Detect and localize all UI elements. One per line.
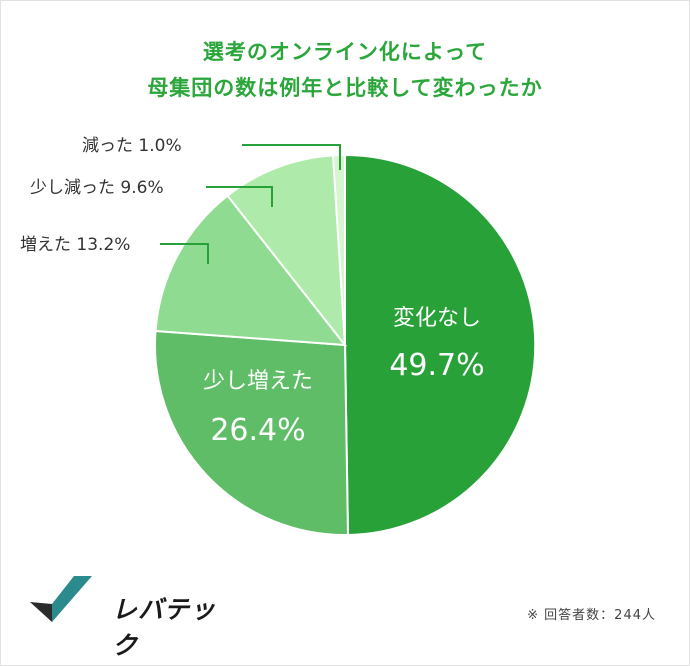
- title-line-1: 選考のオンライン化によって: [202, 40, 488, 64]
- leader-line-5: [242, 144, 341, 170]
- slice-label-5: 減った 1.0%: [82, 136, 182, 156]
- levtech-logo: レバテック: [30, 574, 230, 660]
- pie-slice-4: [226, 154, 347, 349]
- title-line-2: 母集団の数は例年と比較して変わったか: [147, 76, 543, 100]
- respondent-count-note: ※ 回答者数：244人: [527, 608, 656, 623]
- slice-value-1: 49.7%: [389, 348, 484, 383]
- logo-text: レバテック: [112, 595, 217, 660]
- slice-label-2: 少し増えた: [203, 369, 313, 394]
- leader-line-4: [206, 186, 273, 207]
- logo-mark-icon: [30, 576, 92, 622]
- leader-line-3: [160, 243, 209, 264]
- pie-slice-2: [154, 329, 350, 536]
- slice-value-2: 26.4%: [210, 413, 305, 448]
- pie-slice-3: [154, 194, 348, 347]
- slice-label-4: 少し減った 9.6%: [30, 178, 164, 198]
- slice-label-1: 変化なし: [393, 306, 481, 331]
- pie-slice-1: [344, 153, 537, 536]
- chart-title: 選考のオンライン化によって 母集団の数は例年と比較して変わったか: [0, 34, 690, 106]
- slice-label-3: 増えた 13.2%: [20, 235, 130, 255]
